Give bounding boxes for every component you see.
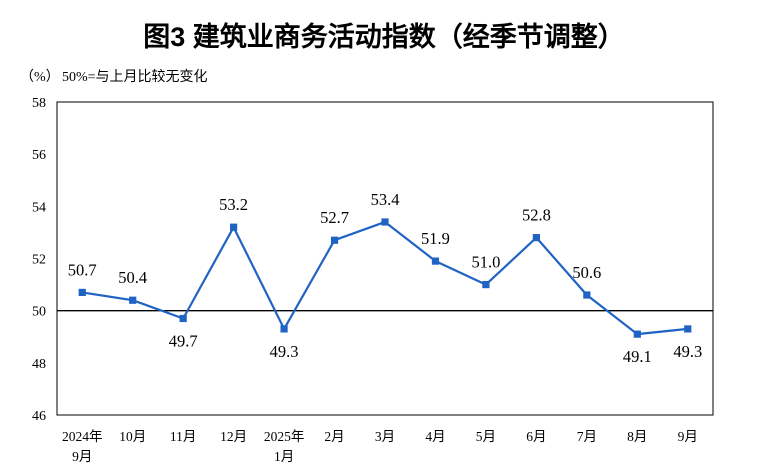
y-tick-label: 46 [32, 409, 46, 424]
x-tick-label: 8月 [627, 429, 647, 444]
x-tick-label: 3月 [375, 429, 395, 444]
x-tick-label: 2024年 [62, 429, 103, 444]
x-axis: 2024年 9月 10月 11月 12月 2025年 1月 2月 3月 4月 5月 6月 7月 8月 9月 [62, 429, 698, 464]
plot-area [56, 101, 714, 416]
y-tick-label: 56 [32, 148, 46, 163]
x-tick-label: 10月 [119, 429, 146, 444]
data-label: 49.1 [623, 347, 652, 366]
data-label: 50.7 [68, 260, 97, 279]
x-tick-label: 11月 [170, 429, 197, 444]
y-tick-label: 50 [32, 305, 46, 320]
x-tick-label: 7月 [577, 429, 597, 444]
data-label: 51.9 [421, 229, 450, 248]
data-label: 49.3 [270, 342, 299, 361]
data-label: 51.0 [471, 253, 500, 272]
data-point [129, 296, 137, 304]
data-label: 49.3 [673, 342, 702, 361]
data-point [78, 288, 86, 297]
x-tick-label: 1月 [274, 449, 294, 464]
data-point [532, 234, 540, 242]
plot-border [56, 101, 714, 416]
y-tick-label: 48 [32, 357, 46, 372]
series-group [78, 218, 692, 338]
x-tick-label: 2025年 [264, 429, 305, 444]
data-label: 53.4 [371, 190, 400, 209]
y-tick-label: 52 [32, 253, 46, 268]
data-point [684, 325, 692, 333]
y-tick-label: 54 [32, 200, 46, 215]
data-point [280, 325, 288, 333]
data-label: 50.6 [572, 263, 601, 282]
data-point [583, 291, 591, 299]
data-point [633, 330, 641, 338]
reference-note: 50%=与上月比较无变化 [62, 69, 208, 85]
x-tick-label: 9月 [678, 429, 698, 444]
data-point [381, 218, 389, 226]
y-unit-label: （%） [20, 69, 60, 85]
data-label: 52.8 [522, 206, 551, 225]
data-point [179, 314, 187, 323]
data-point [330, 236, 339, 244]
data-point [431, 257, 440, 265]
data-label: 50.4 [118, 268, 147, 287]
data-point [482, 280, 490, 289]
x-tick-label: 12月 [220, 429, 247, 444]
data-label: 52.7 [320, 208, 349, 227]
y-axis: 46 48 50 52 54 56 58 [32, 96, 46, 424]
data-point [230, 223, 238, 231]
data-labels: 50.7 50.4 49.7 53.2 49.3 52.7 53.4 51.9 51.0 52.8… [68, 190, 702, 366]
data-label: 49.7 [169, 331, 198, 350]
x-tick-label: 9月 [72, 449, 92, 464]
data-label: 53.2 [219, 195, 248, 214]
x-tick-label: 2月 [324, 429, 344, 444]
x-tick-label: 4月 [425, 429, 445, 444]
x-tick-label: 5月 [476, 429, 496, 444]
x-tick-label: 6月 [526, 429, 546, 444]
y-tick-label: 58 [32, 96, 46, 111]
chart-title: 图3 建筑业商务活动指数（经季节调整） [143, 21, 625, 52]
